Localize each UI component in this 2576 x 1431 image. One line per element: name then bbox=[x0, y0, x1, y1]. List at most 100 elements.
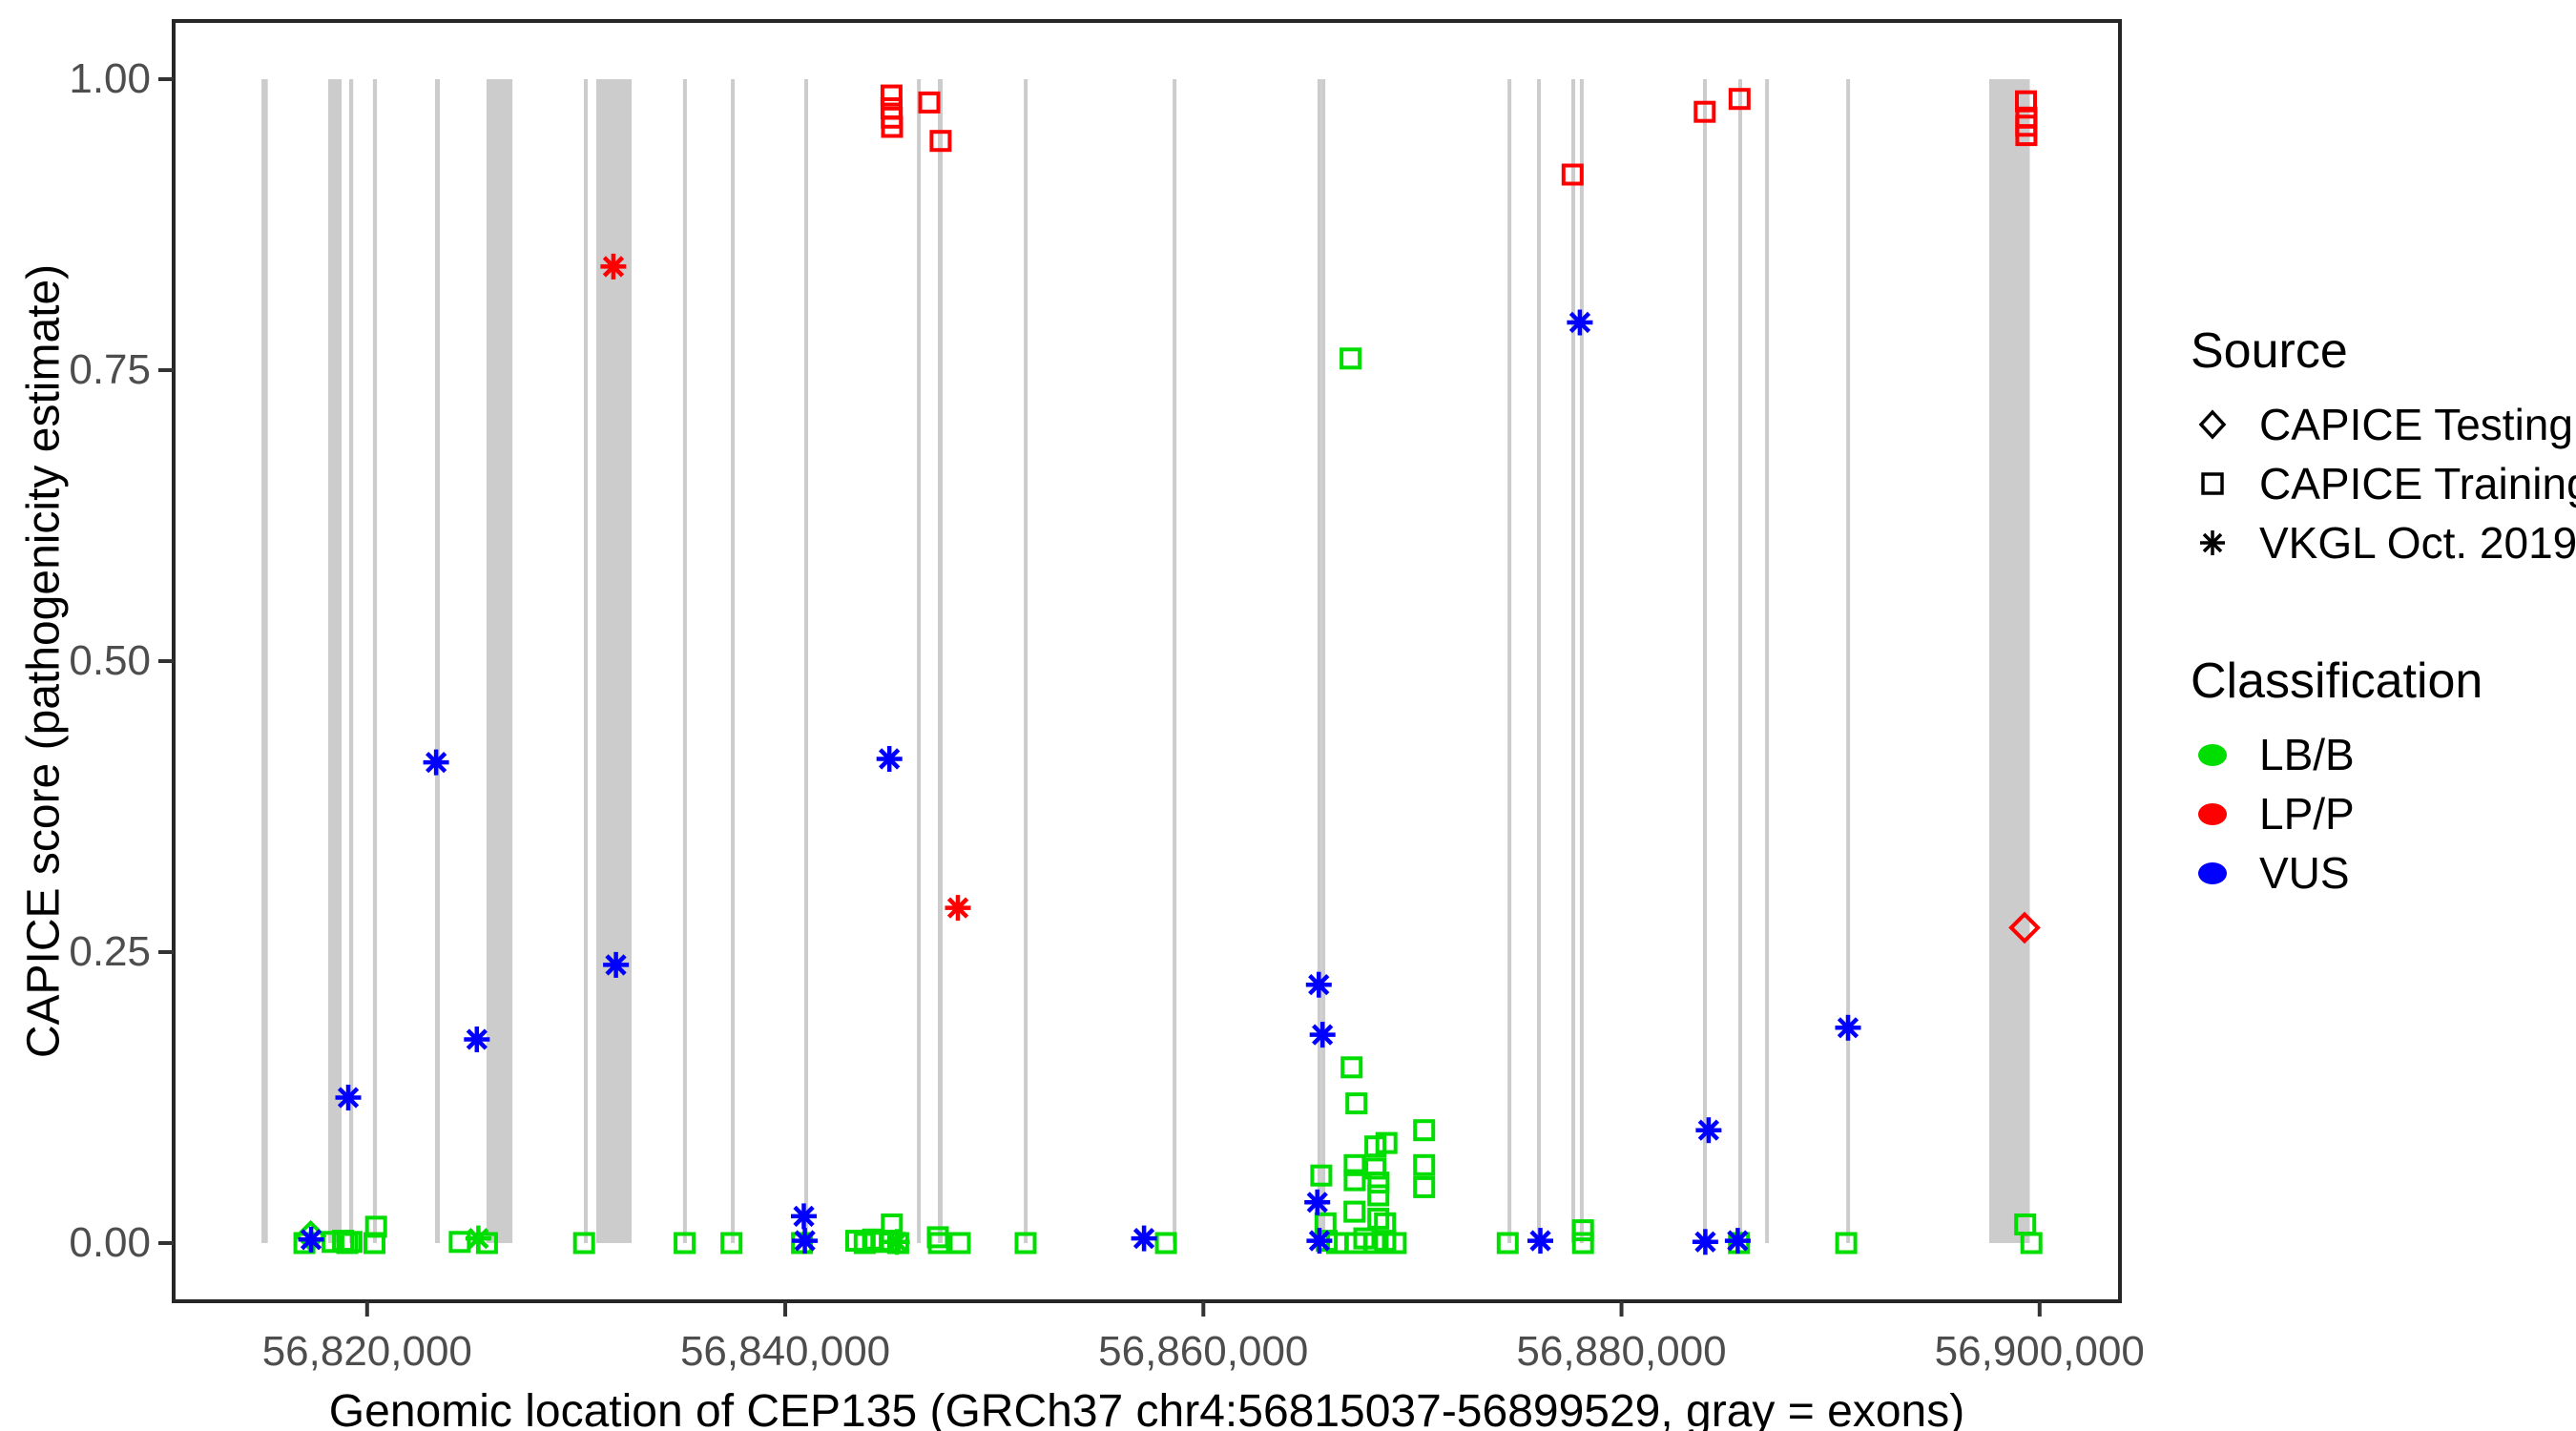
y-tick-label: 0.00 bbox=[69, 1219, 151, 1266]
x-tick-label: 56,860,000 bbox=[1098, 1328, 1309, 1375]
data-point-square bbox=[1374, 1212, 1397, 1234]
data-point-square bbox=[918, 91, 941, 114]
data-point-asterisk bbox=[600, 253, 627, 280]
data-point-square bbox=[929, 130, 952, 153]
data-point-square bbox=[1345, 1092, 1368, 1115]
exon-bar bbox=[584, 79, 588, 1243]
y-axis-title: CAPICE score (pathogenicity estimate) bbox=[18, 263, 70, 1059]
data-point-square bbox=[1343, 1169, 1366, 1192]
exon-bar bbox=[1765, 79, 1770, 1243]
exon-bar bbox=[372, 79, 378, 1243]
exon-bar bbox=[1846, 79, 1851, 1243]
exon-bar bbox=[1317, 79, 1321, 1243]
legend-item-vus: VUS bbox=[2191, 843, 2576, 902]
data-point-square bbox=[572, 1232, 595, 1255]
x-tick-label: 56,880,000 bbox=[1516, 1328, 1727, 1375]
data-point-asterisk bbox=[335, 1085, 362, 1110]
data-point-asterisk bbox=[1695, 1117, 1722, 1144]
exon-bar bbox=[435, 79, 440, 1243]
data-point-asterisk bbox=[792, 1228, 819, 1255]
data-point-square bbox=[1835, 1232, 1858, 1255]
legend-item-lpp: LP/P bbox=[2191, 784, 2576, 843]
data-point-square bbox=[1728, 88, 1751, 111]
data-point-asterisk bbox=[1305, 971, 1332, 998]
square-icon bbox=[2191, 463, 2234, 505]
exon-bar bbox=[486, 79, 513, 1243]
data-point-square bbox=[1384, 1232, 1407, 1255]
exon-bar bbox=[261, 79, 268, 1243]
data-point-asterisk bbox=[1567, 309, 1593, 336]
exon-bar bbox=[328, 79, 342, 1243]
data-point-asterisk bbox=[423, 749, 449, 776]
data-point-square bbox=[2020, 1232, 2043, 1255]
data-point-square bbox=[1367, 1207, 1390, 1230]
data-point-square bbox=[1340, 1056, 1363, 1079]
data-point-square bbox=[448, 1231, 471, 1254]
legend-item-capice-testing: CAPICE Testing bbox=[2191, 395, 2576, 454]
data-point-square bbox=[1343, 1153, 1366, 1176]
exon-bar bbox=[1703, 79, 1707, 1243]
x-axis-title: Genomic location of CEP135 (GRCh37 chr4:… bbox=[328, 1386, 1965, 1431]
exon-bar bbox=[1321, 79, 1326, 1243]
exon-bar bbox=[1173, 79, 1177, 1243]
data-point-asterisk bbox=[1309, 1022, 1336, 1048]
x-tick-label: 56,820,000 bbox=[261, 1328, 472, 1375]
data-point-square bbox=[1571, 1219, 1594, 1242]
data-point-square bbox=[1310, 1164, 1333, 1187]
legend-label: VKGL Oct. 2019 bbox=[2259, 518, 2576, 568]
exon-bar bbox=[1024, 79, 1028, 1243]
data-point-asterisk bbox=[791, 1203, 817, 1230]
data-point-square bbox=[1343, 1200, 1366, 1223]
data-point-square bbox=[340, 1231, 363, 1254]
exon-bar bbox=[1738, 79, 1742, 1243]
exon-bar bbox=[804, 79, 808, 1243]
data-point-square bbox=[880, 84, 903, 107]
y-tick-label: 1.00 bbox=[69, 55, 151, 102]
data-point-asterisk bbox=[465, 1225, 491, 1252]
exon-bar bbox=[917, 79, 922, 1243]
vus-color-dot bbox=[2191, 861, 2234, 884]
data-point-square bbox=[674, 1232, 696, 1255]
data-point-square bbox=[1154, 1232, 1177, 1255]
data-point-asterisk bbox=[1131, 1225, 1157, 1252]
data-point-square bbox=[881, 1213, 904, 1235]
legend-item-vkgl: VKGL Oct. 2019 bbox=[2191, 513, 2576, 572]
exon-bar bbox=[1579, 79, 1584, 1243]
data-point-asterisk bbox=[1724, 1228, 1751, 1255]
legend: Source CAPICE Testing CAPICE Training bbox=[2191, 322, 2576, 902]
data-point-square bbox=[2015, 124, 2038, 147]
data-point-asterisk bbox=[1527, 1228, 1553, 1255]
asterisk-icon bbox=[2191, 522, 2234, 564]
data-point-square bbox=[364, 1232, 385, 1255]
exon-bar bbox=[1989, 79, 2030, 1243]
legend-label: LP/P bbox=[2259, 789, 2355, 839]
data-point-asterisk bbox=[1692, 1229, 1718, 1255]
legend-classification-title: Classification bbox=[2191, 653, 2483, 709]
data-point-asterisk bbox=[1304, 1189, 1331, 1215]
data-point-square bbox=[1340, 347, 1362, 370]
legend-source: Source CAPICE Testing CAPICE Training bbox=[2191, 322, 2576, 572]
data-point-asterisk bbox=[945, 895, 971, 922]
data-point-asterisk bbox=[603, 951, 630, 978]
data-point-square bbox=[1367, 1172, 1390, 1194]
x-tick-label: 56,900,000 bbox=[1934, 1328, 2145, 1375]
panel-border bbox=[172, 19, 2122, 1303]
data-point-square bbox=[720, 1232, 743, 1255]
legend-label: CAPICE Training bbox=[2259, 459, 2576, 508]
exon-bar bbox=[1571, 79, 1575, 1243]
data-point-square bbox=[881, 115, 904, 138]
legend-label: CAPICE Testing bbox=[2259, 400, 2573, 449]
exon-bar bbox=[938, 79, 943, 1243]
data-point-asterisk bbox=[876, 746, 903, 772]
exon-bar bbox=[1537, 79, 1541, 1243]
data-point-square bbox=[1014, 1232, 1037, 1255]
exon-bar bbox=[349, 79, 354, 1243]
data-point-square bbox=[1367, 1184, 1390, 1207]
data-point-square bbox=[1413, 1175, 1436, 1198]
data-point-square bbox=[1571, 1232, 1594, 1255]
data-point-asterisk bbox=[1835, 1014, 1861, 1041]
y-tick-label: 0.75 bbox=[69, 346, 151, 393]
data-point-asterisk bbox=[883, 1229, 910, 1255]
